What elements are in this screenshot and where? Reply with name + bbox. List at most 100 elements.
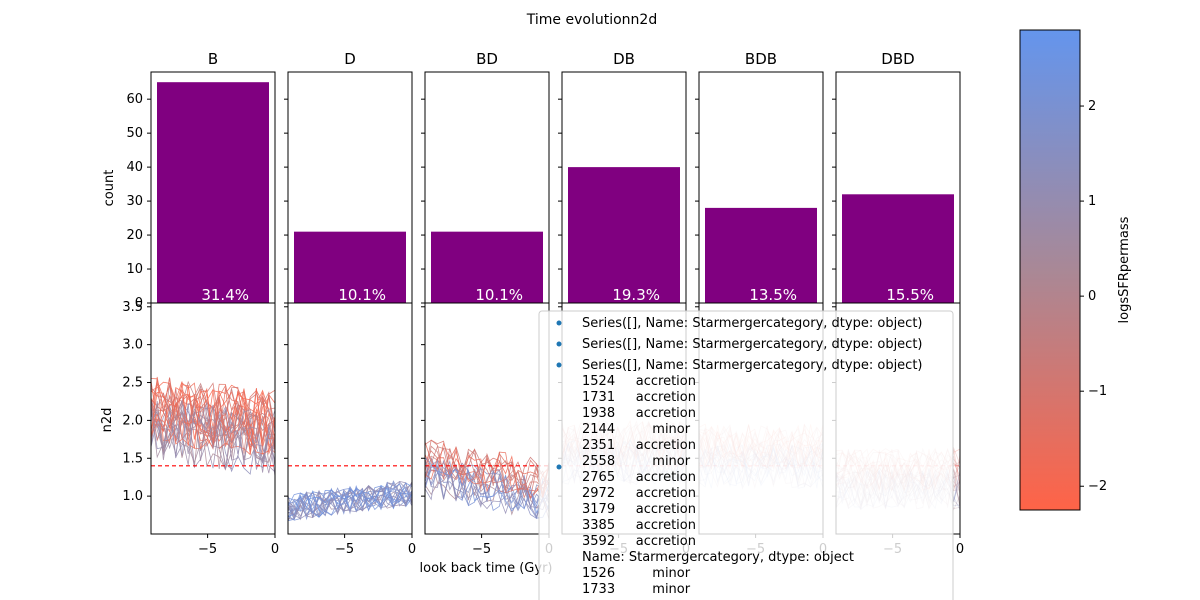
percent-label: 13.5% [749,286,797,304]
track-line [425,452,549,492]
track-line [425,445,549,494]
panel-title: B [208,50,218,68]
track-lines [425,439,549,520]
percent-label: 19.3% [612,286,660,304]
bar [705,207,817,303]
legend-text: 3385 accretion [582,518,696,533]
track-line [151,388,275,448]
line-axes-frame [150,302,276,535]
legend-text: Name: Starmergercategory, dtype: object [582,550,854,565]
x-tick-label: 0 [408,542,416,557]
track-line [151,400,275,473]
track-line [425,457,549,515]
colorbar-gradient [1019,29,1081,511]
panel-title: D [344,50,356,68]
legend-text: 1731 accretion [582,390,696,405]
track-line [288,485,412,518]
colorbar-tick-label: 0 [1088,289,1096,304]
y-tick-label: 3.0 [122,338,143,353]
panel-title: BD [476,50,498,68]
track-line [288,483,412,515]
colorbar-label: logsSFRpermass [1117,216,1132,323]
y-tick-label: 10 [126,262,143,277]
panel-D: D 10.1% −5 0 [284,50,416,557]
colorbar: logsSFRpermass −2 −1 0 1 2 [1019,29,1132,511]
x-tick-label: 0 [956,542,964,557]
x-tick-label: −5 [335,542,354,557]
track-line [288,481,412,518]
legend-text: 1526 minor [582,566,691,581]
bar [842,194,954,303]
panel-title: DB [613,50,635,68]
track-lines [288,480,412,522]
legend-text: 1733 minor [582,582,691,597]
track-line [425,439,549,500]
legend-text: 3179 accretion [582,502,696,517]
y-tick-label: 30 [126,194,143,209]
bar [431,231,543,303]
track-line [425,469,549,511]
percent-label: 10.1% [475,286,523,304]
y-tick-label: 40 [126,160,143,175]
track-line [151,388,275,455]
legend-text: 2972 accretion [582,486,696,501]
track-line [425,441,549,498]
legend-text: Series([], Name: Starmergercategory, dty… [582,316,923,331]
bar [294,231,406,303]
y-tick-label: 2.5 [122,376,143,391]
panel-title: DBD [881,50,914,68]
y-tick-label: 60 [126,92,143,107]
percent-label: 10.1% [338,286,386,304]
y-tick-label: 1.0 [122,489,143,504]
colorbar-tick-label: −1 [1088,384,1107,399]
track-line [288,481,412,518]
y-axis-label-n2d: n2d [100,408,115,433]
track-line [151,388,275,454]
legend: Series([], Name: Starmergercategory, dty… [538,310,954,600]
percent-label: 31.4% [201,286,249,304]
legend-text: Series([], Name: Starmergercategory, dty… [582,337,923,352]
bar [157,82,269,303]
figure-title: Time evolutionn2d [526,12,657,28]
colorbar-tick-label: 1 [1088,194,1096,209]
x-tick-label: −5 [472,542,491,557]
x-axis-label: look back time (Gyr) [420,561,553,576]
y-axis-label-count: count [102,170,117,207]
track-line [425,439,549,499]
bar [568,167,680,303]
line-axes-frame [287,302,413,535]
y-tick-label: 1.5 [122,451,143,466]
track-lines [151,376,275,477]
track-line [425,446,549,491]
legend-text: 2144 minor [582,422,691,437]
y-tick-label: 3.5 [122,300,143,315]
x-tick-label: −5 [198,542,217,557]
track-line [288,481,412,521]
legend-text: 1938 accretion [582,406,696,421]
legend-marker [556,464,562,470]
track-line [288,483,412,521]
legend-box [538,310,954,600]
y-tick-label: 0 [135,296,143,311]
percent-label: 15.5% [886,286,934,304]
legend-text: 2558 minor [582,454,691,469]
track-line [151,382,275,452]
legend-text: 2765 accretion [582,470,696,485]
y-tick-label: 20 [126,228,143,243]
track-line [425,460,549,518]
colorbar-tick-label: 2 [1088,99,1096,114]
legend-text: 1524 accretion [582,374,696,389]
legend-text: 3592 accretion [582,534,696,549]
track-line [151,399,275,470]
legend-marker [556,362,562,368]
track-line [151,376,275,450]
panel-title: BDB [745,50,777,68]
colorbar-tick-label: −2 [1088,479,1107,494]
panel-B: B 31.4% 0 10 20 30 40 50 60 1.0 1.5 2.0 2.5 3.0 3.5 −5 0 [122,50,279,557]
y-tick-label: 2.0 [122,413,143,428]
legend-marker [556,341,562,347]
x-tick-label: 0 [271,542,279,557]
y-tick-label: 50 [126,126,143,141]
